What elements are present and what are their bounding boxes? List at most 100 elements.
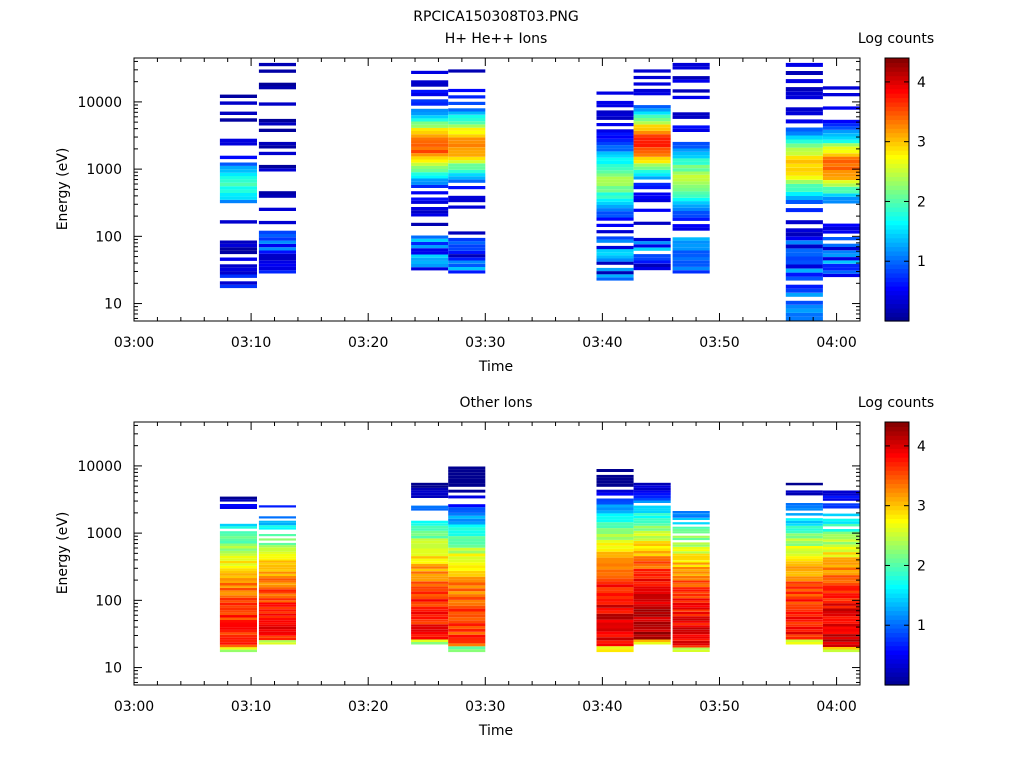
energy-bin (448, 469, 486, 473)
energy-bin (822, 544, 860, 547)
energy-bin (411, 563, 449, 567)
energy-bin (785, 533, 823, 536)
energy-bin (411, 543, 449, 546)
energy-bin (258, 573, 296, 576)
energy-bin (448, 515, 486, 519)
energy-bin (596, 173, 634, 177)
energy-bin (672, 609, 710, 612)
energy-bin (785, 171, 823, 176)
energy-bin (448, 628, 486, 632)
energy-bin (448, 643, 486, 647)
energy-bin (822, 567, 860, 570)
energy-bin (633, 131, 671, 135)
colorbar-swatch (885, 667, 909, 673)
colorbar-swatch (885, 128, 909, 134)
energy-bin (633, 583, 671, 587)
energy-bin (672, 560, 710, 563)
energy-bin (785, 528, 823, 531)
energy-bin (822, 593, 860, 596)
colorbar-swatch (885, 654, 909, 660)
energy-bin (219, 531, 257, 534)
colorbar-swatch (885, 101, 909, 107)
energy-bin (822, 616, 860, 619)
energy-bin (258, 624, 296, 627)
energy-bin (219, 649, 257, 653)
energy-bin (596, 507, 634, 511)
energy-bin (822, 166, 860, 170)
energy-bin (633, 143, 671, 148)
colorbar-swatch (885, 176, 909, 182)
energy-bin (448, 483, 486, 487)
energy-bin (219, 620, 257, 623)
energy-bin (411, 621, 449, 625)
energy-bin (672, 214, 710, 218)
energy-bin (411, 121, 449, 125)
energy-bin (596, 104, 634, 108)
energy-bin (596, 245, 634, 250)
energy-bin (785, 135, 823, 140)
energy-bin (822, 260, 860, 264)
energy-bin (822, 639, 860, 642)
y-tick-label: 100 (95, 229, 122, 245)
energy-bin (633, 586, 671, 589)
energy-bin (785, 525, 823, 529)
energy-bin (672, 260, 710, 264)
energy-bin (411, 576, 449, 579)
colorbar-swatch (885, 584, 909, 590)
energy-bin (219, 629, 257, 633)
colorbar-swatch (885, 290, 909, 296)
energy-bin (822, 263, 860, 268)
energy-bin (596, 528, 634, 532)
energy-bin (633, 530, 671, 534)
energy-bin (633, 153, 671, 157)
energy-bin (633, 508, 671, 511)
energy-bin (633, 75, 671, 80)
energy-bin (672, 178, 710, 182)
energy-bin (633, 192, 671, 196)
energy-bin (258, 569, 296, 572)
energy-bin (448, 118, 486, 122)
energy-bin (448, 582, 486, 586)
energy-bin (672, 551, 710, 554)
energy-bin (822, 170, 860, 174)
energy-bin (822, 490, 860, 494)
energy-bin (672, 584, 710, 588)
energy-bin (219, 543, 257, 546)
energy-bin (219, 179, 257, 183)
energy-bin (633, 571, 671, 574)
energy-bin (672, 629, 710, 632)
energy-bin (633, 616, 671, 620)
colorbar-swatch (885, 242, 909, 248)
energy-bin (219, 199, 257, 204)
x-tick-label: 03:30 (465, 699, 505, 715)
energy-bin (785, 492, 823, 496)
energy-bin (411, 530, 449, 534)
colorbar-tick-label: 4 (917, 439, 926, 455)
energy-bin (596, 110, 634, 114)
colorbar-swatch (885, 268, 909, 274)
energy-bin (672, 237, 710, 241)
colorbar: 1 2 3 4 (884, 57, 926, 322)
energy-bin (822, 498, 860, 501)
energy-bin (596, 498, 634, 502)
colorbar-swatch (885, 553, 909, 559)
energy-bin (448, 495, 486, 499)
energy-bin (785, 87, 823, 92)
energy-bin (633, 556, 671, 559)
colorbar-swatch (885, 470, 909, 476)
energy-bin (258, 640, 296, 643)
colorbar-swatch (885, 676, 909, 682)
energy-bin (633, 540, 671, 544)
energy-bin (596, 489, 634, 493)
energy-bin (672, 155, 710, 159)
energy-bin (822, 559, 860, 563)
energy-bin (411, 642, 449, 645)
energy-bin (596, 566, 634, 570)
energy-bin (258, 520, 296, 523)
energy-bin (596, 501, 634, 505)
energy-bin (672, 634, 710, 637)
energy-bin (596, 261, 634, 265)
energy-bin (411, 162, 449, 166)
energy-bin (785, 71, 823, 75)
